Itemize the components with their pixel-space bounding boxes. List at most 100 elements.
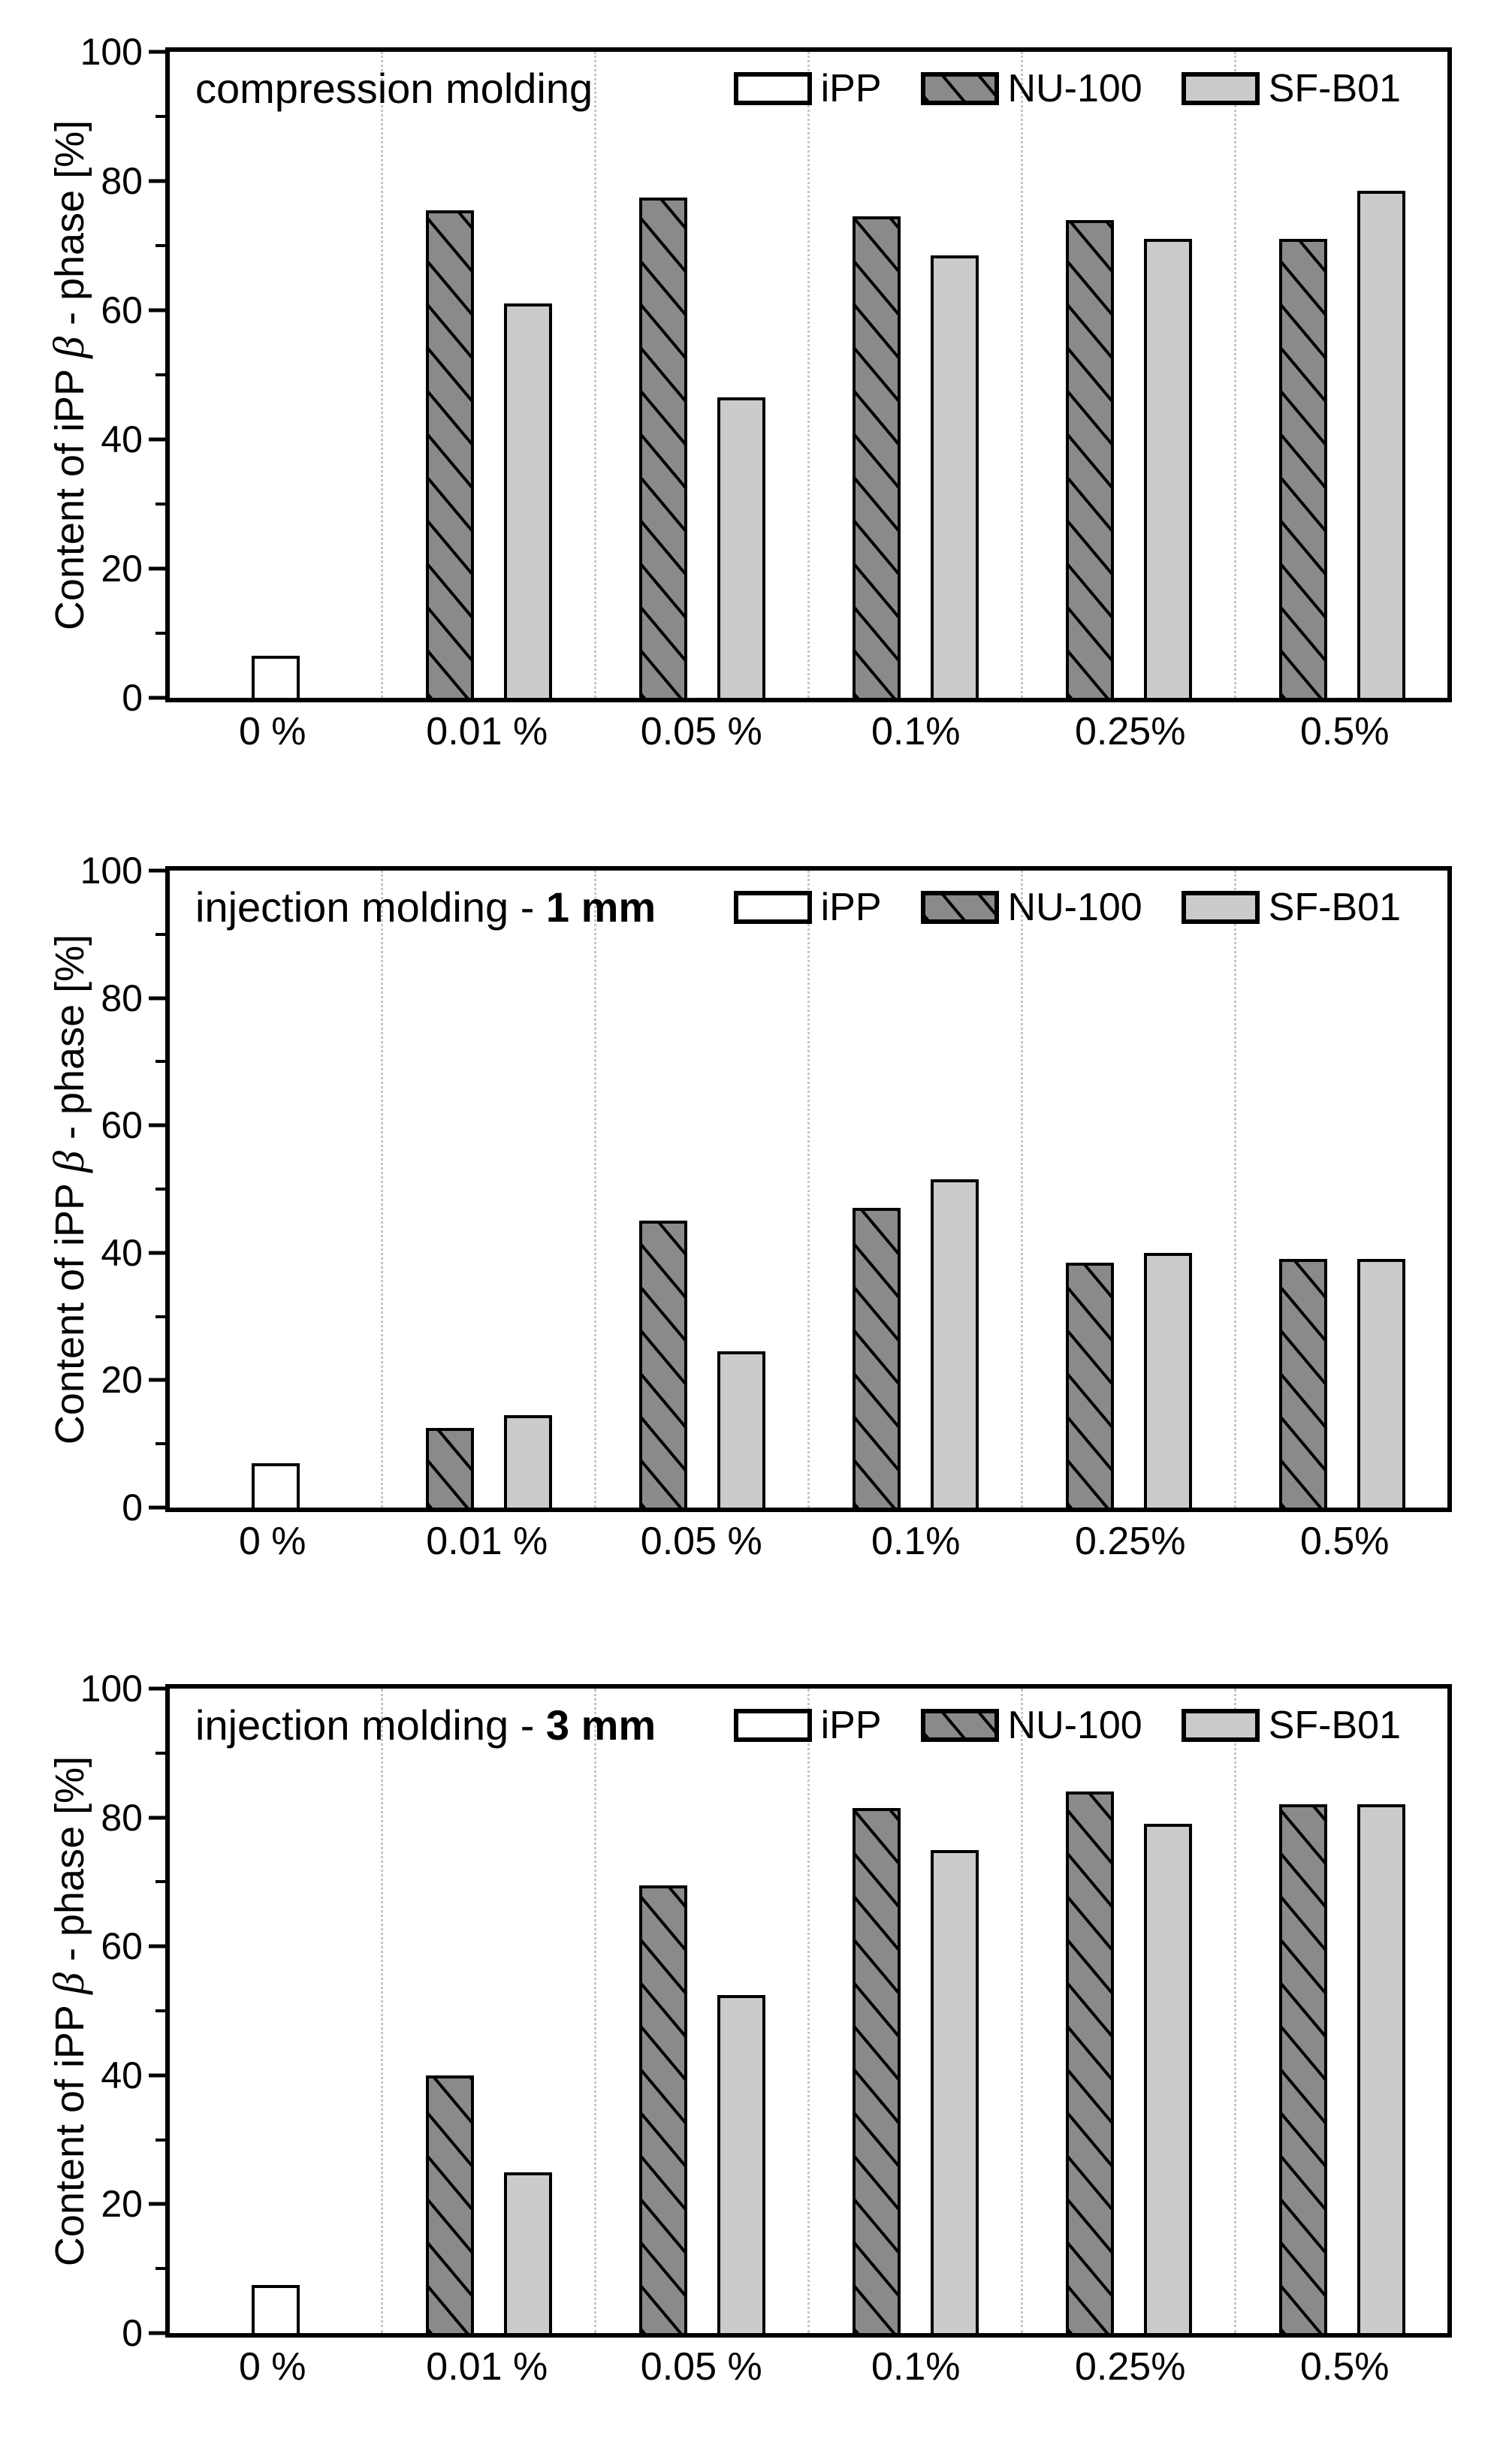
bar-sfb01 bbox=[930, 255, 979, 698]
bar-sfb01 bbox=[717, 397, 765, 698]
legend-label: NU-100 bbox=[1007, 885, 1142, 929]
category-cell bbox=[1023, 1689, 1236, 2333]
y-tick-label: 20 bbox=[101, 1359, 143, 1402]
x-tick-label: 0 % bbox=[238, 1520, 306, 1563]
y-tick-minor bbox=[155, 115, 165, 118]
x-tick-label: 0.05 % bbox=[640, 710, 762, 753]
y-axis-title: Content of iPP β - phase [%] bbox=[44, 1689, 94, 2333]
category-cell bbox=[1023, 871, 1236, 1508]
y-axis-title-text: Content of iPP β - phase [%] bbox=[44, 119, 95, 629]
bar-sfb01 bbox=[1143, 239, 1192, 698]
plot-area: 0 20 40 60 80 100 compression molding iPP NU-1… bbox=[45, 33, 1452, 752]
legend-item: NU-100 bbox=[920, 885, 1142, 930]
title-bold: 3 mm bbox=[545, 1701, 656, 1749]
x-tick-label: 0.01 % bbox=[426, 1520, 548, 1563]
y-tick-major bbox=[149, 50, 165, 54]
bar-nu100 bbox=[425, 210, 474, 698]
y-tick-major bbox=[149, 1816, 165, 1820]
y-tick-label: 20 bbox=[101, 548, 143, 590]
bar-nu100 bbox=[1278, 1804, 1327, 2333]
x-tick-label: 0.01 % bbox=[426, 2345, 548, 2389]
x-tick-label: 0.25% bbox=[1075, 1520, 1186, 1563]
legend-item: NU-100 bbox=[920, 1703, 1142, 1748]
y-tick-label: 40 bbox=[101, 2054, 143, 2096]
ylabel-suffix: - phase [%] bbox=[47, 119, 93, 337]
category-cell bbox=[596, 1689, 810, 2333]
y-tick-major bbox=[149, 179, 165, 183]
legend-label: iPP bbox=[820, 66, 882, 110]
x-tick-label: 0.5% bbox=[1299, 2345, 1390, 2389]
y-tick-minor bbox=[155, 503, 165, 506]
title-text: injection molding - bbox=[195, 883, 546, 931]
plot-area: 0 20 40 60 80 100 injection molding - 3 mm iP… bbox=[45, 1670, 1452, 2387]
y-tick-minor bbox=[155, 1315, 165, 1318]
bar-nu100 bbox=[1065, 1262, 1114, 1508]
category-cell bbox=[596, 871, 810, 1508]
legend-label: SF-B01 bbox=[1268, 885, 1401, 929]
category-cell bbox=[810, 871, 1023, 1508]
chart-header: injection molding - 1 mm iPP NU-100 SF-B01 bbox=[195, 883, 1401, 931]
x-tick-label: 0.5% bbox=[1299, 710, 1390, 753]
y-tick-label: 60 bbox=[101, 1925, 143, 1968]
y-tick-minor bbox=[155, 632, 165, 635]
category-cell bbox=[383, 871, 596, 1508]
bar-nu100 bbox=[638, 1885, 687, 2333]
y-axis-ticks bbox=[146, 1686, 165, 2335]
y-tick-minor bbox=[155, 2009, 165, 2012]
y-tick-major bbox=[149, 1944, 165, 1948]
legend: iPP NU-100 SF-B01 bbox=[733, 66, 1401, 111]
x-tick-label: 0.05 % bbox=[640, 2345, 762, 2389]
category-cell bbox=[383, 1689, 596, 2333]
bar-nu100 bbox=[1278, 239, 1327, 698]
bar-sfb01 bbox=[930, 1179, 979, 1508]
y-tick-major bbox=[149, 566, 165, 571]
y-tick-major bbox=[149, 1686, 165, 1691]
chart-title: compression molding bbox=[195, 64, 593, 113]
y-axis-tick-labels: 0 20 40 60 80 100 bbox=[23, 33, 143, 717]
plot-area: 0 20 40 60 80 100 injection molding - 1 mm iP… bbox=[45, 852, 1452, 1562]
bar-nu100 bbox=[1065, 1792, 1114, 2333]
y-tick-major bbox=[149, 996, 165, 1001]
y-axis-ticks bbox=[146, 50, 165, 700]
chart-title: injection molding - 1 mm bbox=[195, 883, 656, 931]
legend-swatch-sfb01 bbox=[1181, 71, 1260, 105]
y-axis-title-text: Content of iPP β - phase [%] bbox=[44, 934, 95, 1444]
category-cell bbox=[596, 52, 810, 698]
bar-sfb01 bbox=[930, 1849, 979, 2333]
chart-header: compression molding iPP NU-100 SF-B01 bbox=[195, 64, 1401, 113]
category-cell bbox=[1023, 52, 1236, 698]
y-axis-title: Content of iPP β - phase [%] bbox=[44, 52, 95, 698]
bar-nu100 bbox=[852, 1208, 901, 1508]
beta-symbol: β bbox=[44, 1972, 94, 1994]
plot-cells bbox=[170, 52, 1447, 698]
bar-sfb01 bbox=[503, 303, 552, 698]
legend-label: iPP bbox=[820, 1703, 882, 1747]
bar-sfb01 bbox=[1143, 1824, 1192, 2333]
y-tick-major bbox=[149, 1378, 165, 1382]
y-tick-label: 100 bbox=[80, 31, 143, 73]
y-tick-major bbox=[149, 868, 165, 873]
category-cell bbox=[1236, 1689, 1447, 2333]
legend-item: iPP bbox=[733, 66, 882, 111]
ylabel-prefix: Content of iPP bbox=[47, 1172, 93, 1444]
y-tick-minor bbox=[155, 2138, 165, 2142]
bar-ipp bbox=[251, 1462, 300, 1508]
y-tick-label: 80 bbox=[101, 160, 143, 202]
legend-label: NU-100 bbox=[1007, 1703, 1142, 1747]
plot-cells bbox=[170, 1689, 1447, 2333]
y-tick-minor bbox=[155, 2267, 165, 2271]
category-cell bbox=[170, 52, 383, 698]
chart-injection-molding-3mm: 0 20 40 60 80 100 injection molding - 3 mm iP… bbox=[0, 1670, 1512, 2442]
x-axis-labels: 0 % 0.01 % 0.05 % 0.1% 0.25% 0.5% bbox=[165, 1521, 1452, 1562]
category-cell bbox=[383, 52, 596, 698]
bar-nu100 bbox=[1065, 219, 1114, 698]
ylabel-suffix: - phase [%] bbox=[47, 934, 93, 1151]
title-text: compression molding bbox=[195, 65, 593, 112]
bar-nu100 bbox=[425, 1428, 474, 1508]
bar-sfb01 bbox=[717, 1994, 765, 2333]
x-tick-label: 0.05 % bbox=[640, 1520, 762, 1563]
x-tick-label: 0.01 % bbox=[426, 710, 548, 753]
x-tick-label: 0 % bbox=[238, 2345, 306, 2389]
y-tick-minor bbox=[155, 1060, 165, 1064]
y-tick-minor bbox=[155, 932, 165, 936]
